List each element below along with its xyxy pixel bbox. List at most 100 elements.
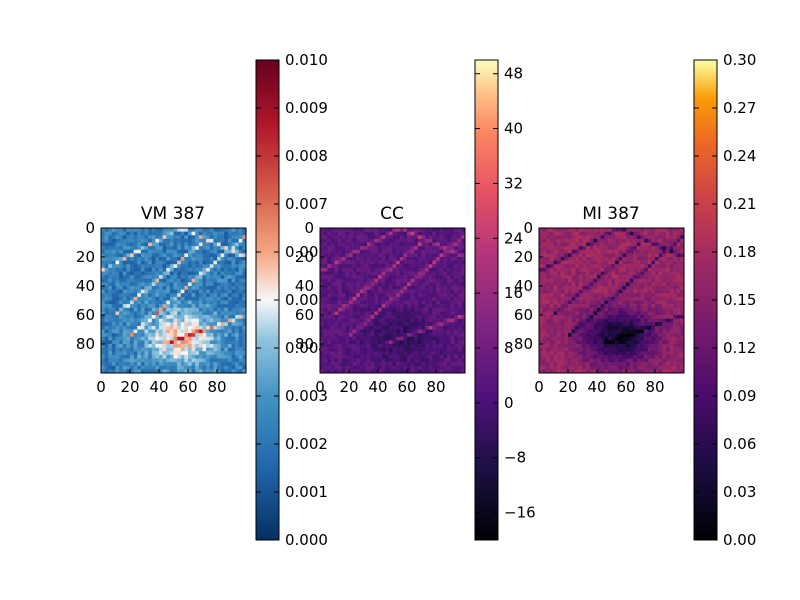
heatmap-cell <box>571 260 576 265</box>
heatmap-cell <box>578 322 583 327</box>
heatmap-cell <box>188 235 192 240</box>
heatmap-cell <box>593 260 598 265</box>
heatmap-cell <box>403 369 408 374</box>
heatmap-cell <box>374 253 379 258</box>
heatmap-cell <box>407 307 411 312</box>
heatmap-cell <box>104 358 109 363</box>
heatmap-cell <box>378 329 382 334</box>
heatmap-cell <box>417 257 422 261</box>
heatmap-cell <box>191 311 196 316</box>
heatmap-cell <box>137 362 142 367</box>
heatmap-cell <box>184 286 189 290</box>
heatmap-cell <box>198 271 203 276</box>
heatmap-cell <box>626 351 630 356</box>
heatmap-cell <box>676 315 681 319</box>
heatmap-cell <box>428 246 433 251</box>
heatmap-cell <box>159 271 163 276</box>
heatmap-cell <box>206 260 211 265</box>
heatmap-cell <box>611 289 616 294</box>
heatmap-cell <box>633 264 638 269</box>
heatmap-cell <box>636 336 641 341</box>
heatmap-cell <box>604 242 609 247</box>
heatmap-cell <box>209 235 214 240</box>
heatmap-cell <box>166 278 171 283</box>
heatmap-cell <box>611 264 616 269</box>
heatmap-cell <box>359 325 364 330</box>
heatmap-cell <box>593 289 598 294</box>
heatmap-cell <box>213 228 218 232</box>
heatmap-cell <box>122 315 127 319</box>
heatmap-cell <box>597 264 601 269</box>
heatmap-cell <box>227 249 232 254</box>
heatmap-cell <box>148 329 153 334</box>
heatmap-cell <box>104 260 109 265</box>
heatmap-cell <box>119 278 124 283</box>
heatmap-cell <box>546 325 551 330</box>
heatmap-cell <box>446 354 451 359</box>
heatmap-cell <box>367 311 372 316</box>
heatmap-cell <box>644 304 649 309</box>
heatmap-cell <box>446 275 451 280</box>
heatmap-cell <box>611 228 616 232</box>
heatmap-cell <box>381 260 386 265</box>
heatmap-cell <box>611 351 616 356</box>
heatmap-cell <box>108 289 113 294</box>
heatmap-cell <box>345 318 350 323</box>
heatmap-cell <box>611 336 616 341</box>
heatmap-cell <box>162 304 167 309</box>
heatmap-cell <box>122 322 127 327</box>
heatmap-cell <box>388 369 393 374</box>
heatmap-cell <box>622 318 627 323</box>
heatmap-cell <box>374 242 379 247</box>
heatmap-cell <box>403 231 408 236</box>
heatmap-cell <box>148 340 153 345</box>
heatmap-cell <box>177 318 182 323</box>
heatmap-cell <box>571 282 576 287</box>
heatmap-cell <box>224 304 229 309</box>
heatmap-cell <box>184 296 189 301</box>
heatmap-cell <box>421 347 426 352</box>
heatmap-cell <box>399 347 404 352</box>
heatmap-cell <box>575 271 580 276</box>
heatmap-cell <box>202 329 207 334</box>
heatmap-cell <box>589 351 594 356</box>
heatmap-cell <box>140 264 145 269</box>
heatmap-cell <box>446 300 451 305</box>
heatmap-cell <box>417 267 422 272</box>
heatmap-cell <box>352 296 357 301</box>
heatmap-cell <box>184 315 189 319</box>
heatmap-cell <box>571 369 576 374</box>
heatmap-cell <box>173 358 178 363</box>
heatmap-cell <box>227 358 232 363</box>
heatmap-cell <box>673 260 678 265</box>
heatmap-cell <box>137 325 142 330</box>
heatmap-cell <box>323 333 328 338</box>
heatmap-cell <box>665 300 670 305</box>
heatmap-cell <box>227 347 232 352</box>
heatmap-cell <box>564 246 569 251</box>
heatmap-cell <box>539 246 543 251</box>
heatmap-cell <box>607 238 612 243</box>
heatmap-cell <box>673 300 678 305</box>
heatmap-cell <box>676 322 681 327</box>
heatmap-cell <box>568 365 572 370</box>
heatmap-cell <box>676 293 681 298</box>
heatmap-cell <box>549 322 554 327</box>
heatmap-cell <box>414 340 419 345</box>
heatmap-cell <box>443 289 448 294</box>
heatmap-cell <box>180 289 185 294</box>
heatmap-cell <box>568 242 572 247</box>
heatmap-cell <box>658 307 663 312</box>
heatmap-cell <box>370 358 375 363</box>
heatmap-cell <box>618 351 623 356</box>
colorbar-tick-label: 0.27 <box>723 99 756 117</box>
heatmap-cell <box>454 264 459 269</box>
heatmap-cell <box>235 304 240 309</box>
heatmap-cell <box>388 315 393 319</box>
heatmap-cell <box>180 296 185 301</box>
heatmap-cells <box>101 228 247 374</box>
heatmap-cell <box>238 293 243 298</box>
heatmap-cell <box>370 362 375 367</box>
heatmap-cell <box>636 369 641 374</box>
heatmap-cell <box>166 358 171 363</box>
